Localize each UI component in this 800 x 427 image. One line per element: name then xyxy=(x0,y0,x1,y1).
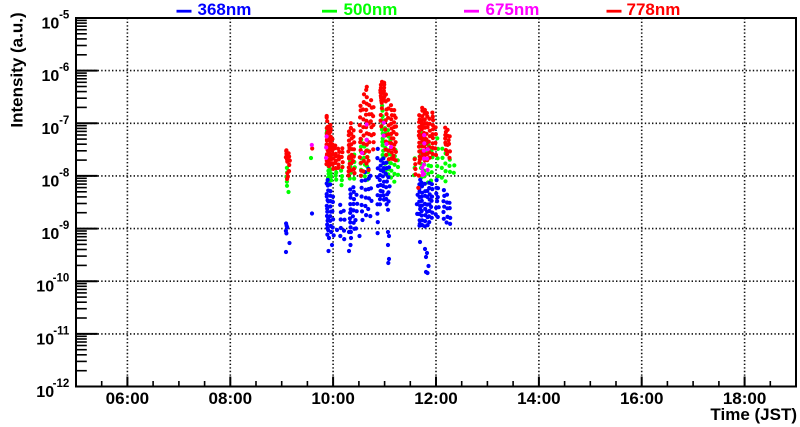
svg-text:06:00: 06:00 xyxy=(106,389,149,408)
svg-text:500nm: 500nm xyxy=(344,0,398,19)
svg-text:-10: -10 xyxy=(53,273,70,285)
svg-text:10: 10 xyxy=(42,173,60,190)
svg-text:-9: -9 xyxy=(59,220,69,232)
svg-text:Time (JST): Time (JST) xyxy=(710,405,797,424)
svg-text:10: 10 xyxy=(36,331,54,348)
svg-text:14:00: 14:00 xyxy=(517,389,560,408)
svg-text:10: 10 xyxy=(42,121,60,138)
svg-text:-7: -7 xyxy=(59,115,69,127)
svg-text:10: 10 xyxy=(42,16,60,33)
svg-text:-8: -8 xyxy=(59,167,70,179)
svg-text:-11: -11 xyxy=(53,325,70,337)
svg-text:10: 10 xyxy=(42,68,60,85)
svg-text:368nm: 368nm xyxy=(198,0,252,19)
svg-text:12:00: 12:00 xyxy=(414,389,457,408)
svg-text:-5: -5 xyxy=(59,10,70,22)
svg-text:16:00: 16:00 xyxy=(620,389,663,408)
svg-text:675nm: 675nm xyxy=(486,0,540,19)
svg-text:778nm: 778nm xyxy=(627,0,681,19)
svg-text:-12: -12 xyxy=(53,378,70,390)
svg-text:10: 10 xyxy=(36,384,54,401)
svg-text:18:00: 18:00 xyxy=(723,389,766,408)
svg-text:10: 10 xyxy=(42,226,60,243)
svg-text:10: 10 xyxy=(36,279,54,296)
svg-text:Intensity (a.u.): Intensity (a.u.) xyxy=(7,12,26,127)
svg-text:-6: -6 xyxy=(59,62,69,74)
svg-text:10:00: 10:00 xyxy=(311,389,354,408)
svg-text:08:00: 08:00 xyxy=(209,389,252,408)
